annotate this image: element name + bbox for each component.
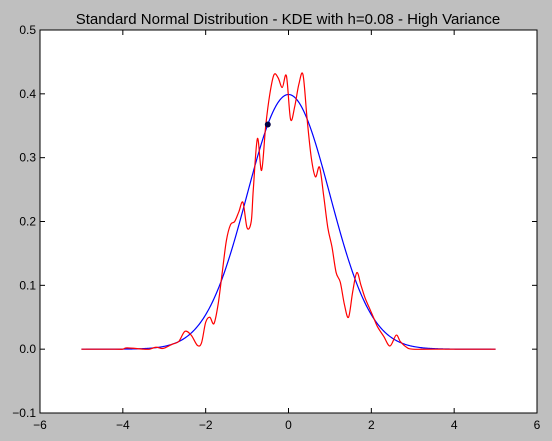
data-layer bbox=[81, 72, 496, 350]
x-tick-label: 2 bbox=[368, 418, 375, 432]
y-tick-label: 0.3 bbox=[19, 151, 36, 165]
data-point-marker bbox=[264, 121, 271, 128]
x-tick-label: −4 bbox=[116, 418, 130, 432]
y-tick-label: −0.1 bbox=[12, 406, 36, 420]
plot-frame bbox=[39, 29, 538, 414]
chart-title: Standard Normal Distribution - KDE with … bbox=[76, 11, 501, 28]
x-tick-label: −2 bbox=[199, 418, 213, 432]
series-line-kde bbox=[81, 72, 496, 350]
y-tick-label: 0.0 bbox=[19, 342, 36, 356]
y-tick-label: 0.4 bbox=[19, 87, 36, 101]
y-tick-label: 0.2 bbox=[19, 215, 36, 229]
x-tick-label: 4 bbox=[451, 418, 458, 432]
x-tick-label: 6 bbox=[534, 418, 541, 432]
x-tick-label: 0 bbox=[285, 418, 292, 432]
y-tick-label: 0.5 bbox=[19, 23, 36, 37]
plot-area bbox=[40, 30, 537, 413]
y-tick-label: 0.1 bbox=[19, 278, 36, 292]
x-tick-label: −6 bbox=[33, 418, 47, 432]
